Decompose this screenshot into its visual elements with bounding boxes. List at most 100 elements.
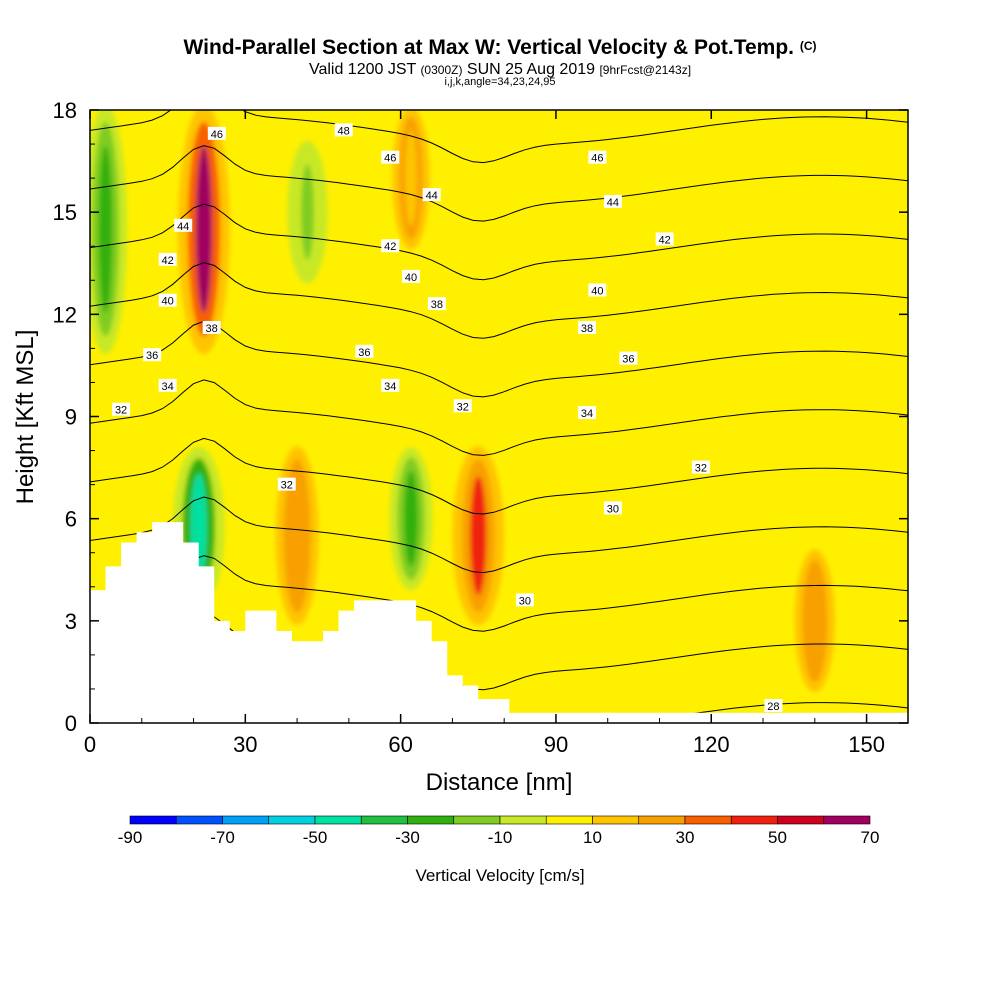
contour-label-text: 34 (384, 381, 396, 393)
contour-line (90, 379, 908, 456)
contour-label-bg (158, 293, 177, 307)
field-features (90, 110, 835, 693)
contour-label: 30 (603, 501, 622, 515)
contour-line (90, 145, 908, 222)
colorbar-tick-label: 10 (583, 828, 602, 847)
y-tick-label: 15 (53, 200, 77, 225)
contour-label: 34 (578, 406, 597, 420)
contour-line (90, 320, 908, 398)
contour-label: 46 (588, 150, 607, 165)
contour-label: 32 (277, 477, 296, 492)
contour-labels: 46 48 46 46 44 44 44 42 42 42 40 40 40 38 38 38 36 36 36 34… (112, 123, 783, 713)
contour-line (90, 555, 908, 632)
colorbar-tick-label: 30 (676, 828, 695, 847)
contour-label: 34 (381, 378, 400, 393)
colorbar-bin (129, 815, 177, 825)
contour-label-bg (277, 477, 296, 491)
contour-label: 42 (158, 252, 177, 267)
x-tick-label: 0 (84, 732, 96, 757)
contour-line (90, 110, 908, 164)
contour-label-text: 46 (591, 153, 603, 165)
contour-label-bg (588, 283, 607, 297)
contour-label: 44 (422, 188, 441, 202)
contour-label-bg (174, 218, 193, 232)
x-tick-label: 120 (693, 732, 730, 757)
colorbar-tick-label: 50 (768, 828, 787, 847)
contour-label-bg (158, 378, 177, 392)
x-axis-title: Distance [nm] (426, 769, 573, 796)
colorbar-bin (545, 815, 593, 825)
chart-valid-time: Valid 1200 JST (0300Z) SUN 25 Aug 2019 [… (0, 61, 1000, 79)
contour-label-text: 42 (384, 241, 396, 253)
feature-core (195, 145, 212, 313)
contour-label-text: 32 (695, 463, 707, 475)
contour-label-text: 36 (358, 347, 370, 359)
contour-label-text: 30 (519, 595, 531, 607)
terrain-fill (90, 522, 908, 723)
contour-label: 32 (453, 399, 472, 413)
feature-core (405, 130, 417, 226)
colorbar-tick-label: -30 (395, 828, 420, 847)
colorbar-bin (823, 815, 871, 825)
colorbar-bin (499, 815, 547, 825)
contour-label: 28 (764, 698, 783, 713)
contour-label: 36 (355, 344, 374, 359)
contour-label-bg (207, 126, 226, 140)
y-tick-label: 18 (53, 98, 77, 123)
terrain (90, 522, 908, 723)
forecast-info: [9hrFcst@2143z] (599, 63, 692, 77)
contour-label-bg (143, 348, 162, 362)
colorbar-tick-label: -90 (118, 828, 143, 847)
contour-label-text: 46 (211, 129, 223, 141)
contour-label-bg (381, 150, 400, 164)
colorbar-bin (453, 815, 501, 825)
contour-label-bg (578, 320, 597, 334)
contour-label: 34 (158, 378, 177, 393)
contour-label-bg (334, 123, 353, 137)
feature-core (290, 476, 304, 596)
y-axis-title: Height [Kft MSL] (12, 330, 39, 505)
contour-label-bg (355, 344, 374, 358)
contour-label-text: 36 (146, 350, 158, 362)
colorbar-bin (638, 815, 686, 825)
contour-label-bg (453, 399, 472, 413)
feature-core (808, 573, 822, 669)
contour-label-text: 34 (162, 381, 174, 393)
contour-label: 40 (158, 293, 177, 308)
grid-indices: i,j,k,angle=34,23,24,95 (444, 76, 556, 88)
contour-label-text: 46 (384, 153, 396, 165)
contour-label: 46 (381, 150, 400, 165)
contour-label-text: 38 (431, 299, 443, 311)
contour-line (90, 203, 908, 281)
contour-label: 36 (619, 351, 638, 366)
contour-label-bg (655, 232, 674, 246)
contour-label-bg (381, 378, 400, 392)
y-tick-label: 3 (65, 609, 77, 634)
colorbar-tick-label: 70 (861, 828, 880, 847)
colorbar-tick-label: -10 (488, 828, 513, 847)
colorbar-bin (175, 815, 223, 825)
contour-label: 38 (578, 320, 597, 335)
contour-label: 38 (427, 297, 446, 311)
y-tick-label: 12 (53, 302, 77, 327)
contour-label-text: 48 (338, 125, 350, 137)
contour-label-text: 38 (581, 323, 593, 335)
contour-label-text: 32 (457, 401, 469, 413)
colorbar-bin (222, 815, 270, 825)
contour-label-bg (422, 188, 441, 202)
feature-core (98, 145, 113, 313)
contour-label-bg (691, 460, 710, 474)
contour-label-bg (427, 297, 446, 311)
contour-label-text: 40 (591, 285, 603, 297)
contour-label-text: 40 (162, 296, 174, 308)
contour-label-text: 44 (177, 221, 189, 233)
feature-core (404, 470, 418, 567)
contour-label: 48 (334, 123, 353, 137)
contour-label: 36 (143, 348, 162, 362)
contour-label-bg (619, 351, 638, 365)
y-tick-label: 9 (65, 405, 77, 430)
valid-date: SUN 25 Aug 2019 (466, 61, 596, 78)
colorbar-label: Vertical Velocity [cm/s] (415, 866, 584, 885)
contour-label-text: 44 (426, 190, 438, 202)
colorbar-bin (268, 815, 316, 825)
